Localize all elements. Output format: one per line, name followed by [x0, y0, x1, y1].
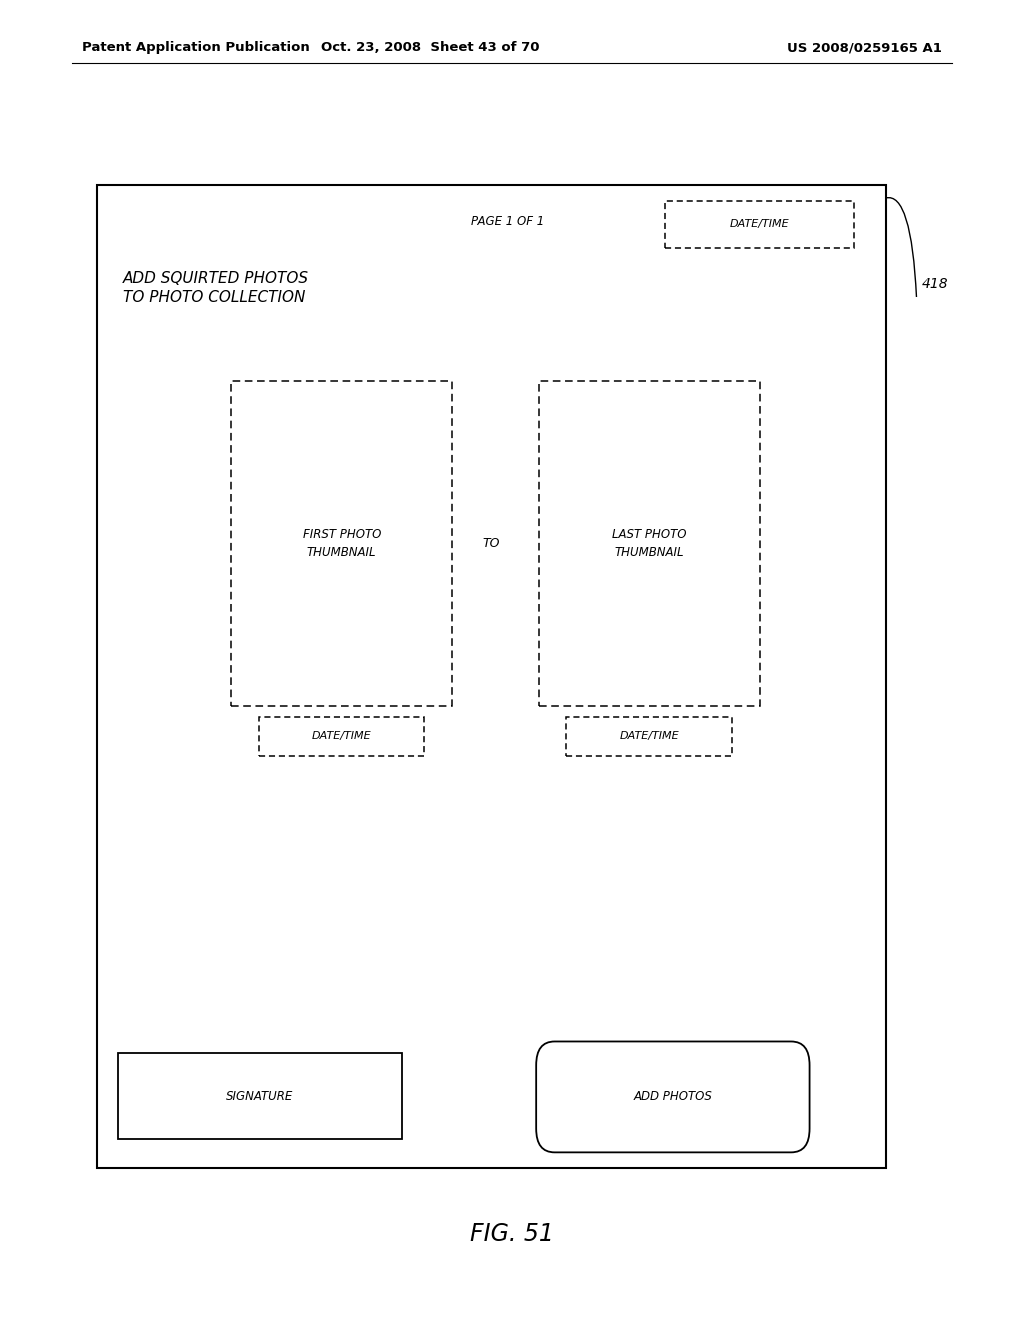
FancyBboxPatch shape: [259, 717, 425, 756]
Text: FIG. 51: FIG. 51: [470, 1222, 554, 1246]
Text: DATE/TIME: DATE/TIME: [730, 219, 790, 230]
Text: ADD SQUIRTED PHOTOS
TO PHOTO COLLECTION: ADD SQUIRTED PHOTOS TO PHOTO COLLECTION: [123, 271, 309, 305]
FancyBboxPatch shape: [539, 381, 760, 706]
Text: TO: TO: [482, 537, 501, 550]
Text: SIGNATURE: SIGNATURE: [226, 1090, 293, 1102]
Text: ADD PHOTOS: ADD PHOTOS: [634, 1090, 713, 1104]
Text: FIRST PHOTO
THUMBNAIL: FIRST PHOTO THUMBNAIL: [302, 528, 381, 560]
Text: LAST PHOTO
THUMBNAIL: LAST PHOTO THUMBNAIL: [612, 528, 686, 560]
Text: Oct. 23, 2008  Sheet 43 of 70: Oct. 23, 2008 Sheet 43 of 70: [321, 41, 540, 54]
Text: PAGE 1 OF 1: PAGE 1 OF 1: [471, 215, 544, 228]
Bar: [97, 185, 886, 1168]
FancyBboxPatch shape: [537, 1041, 810, 1152]
Text: DATE/TIME: DATE/TIME: [312, 731, 372, 742]
Text: DATE/TIME: DATE/TIME: [620, 731, 679, 742]
FancyBboxPatch shape: [566, 717, 732, 756]
Text: US 2008/0259165 A1: US 2008/0259165 A1: [787, 41, 942, 54]
Text: 418: 418: [922, 277, 948, 290]
Bar: [118, 1053, 401, 1139]
FancyBboxPatch shape: [665, 201, 854, 248]
Text: Patent Application Publication: Patent Application Publication: [82, 41, 309, 54]
FancyBboxPatch shape: [231, 381, 453, 706]
